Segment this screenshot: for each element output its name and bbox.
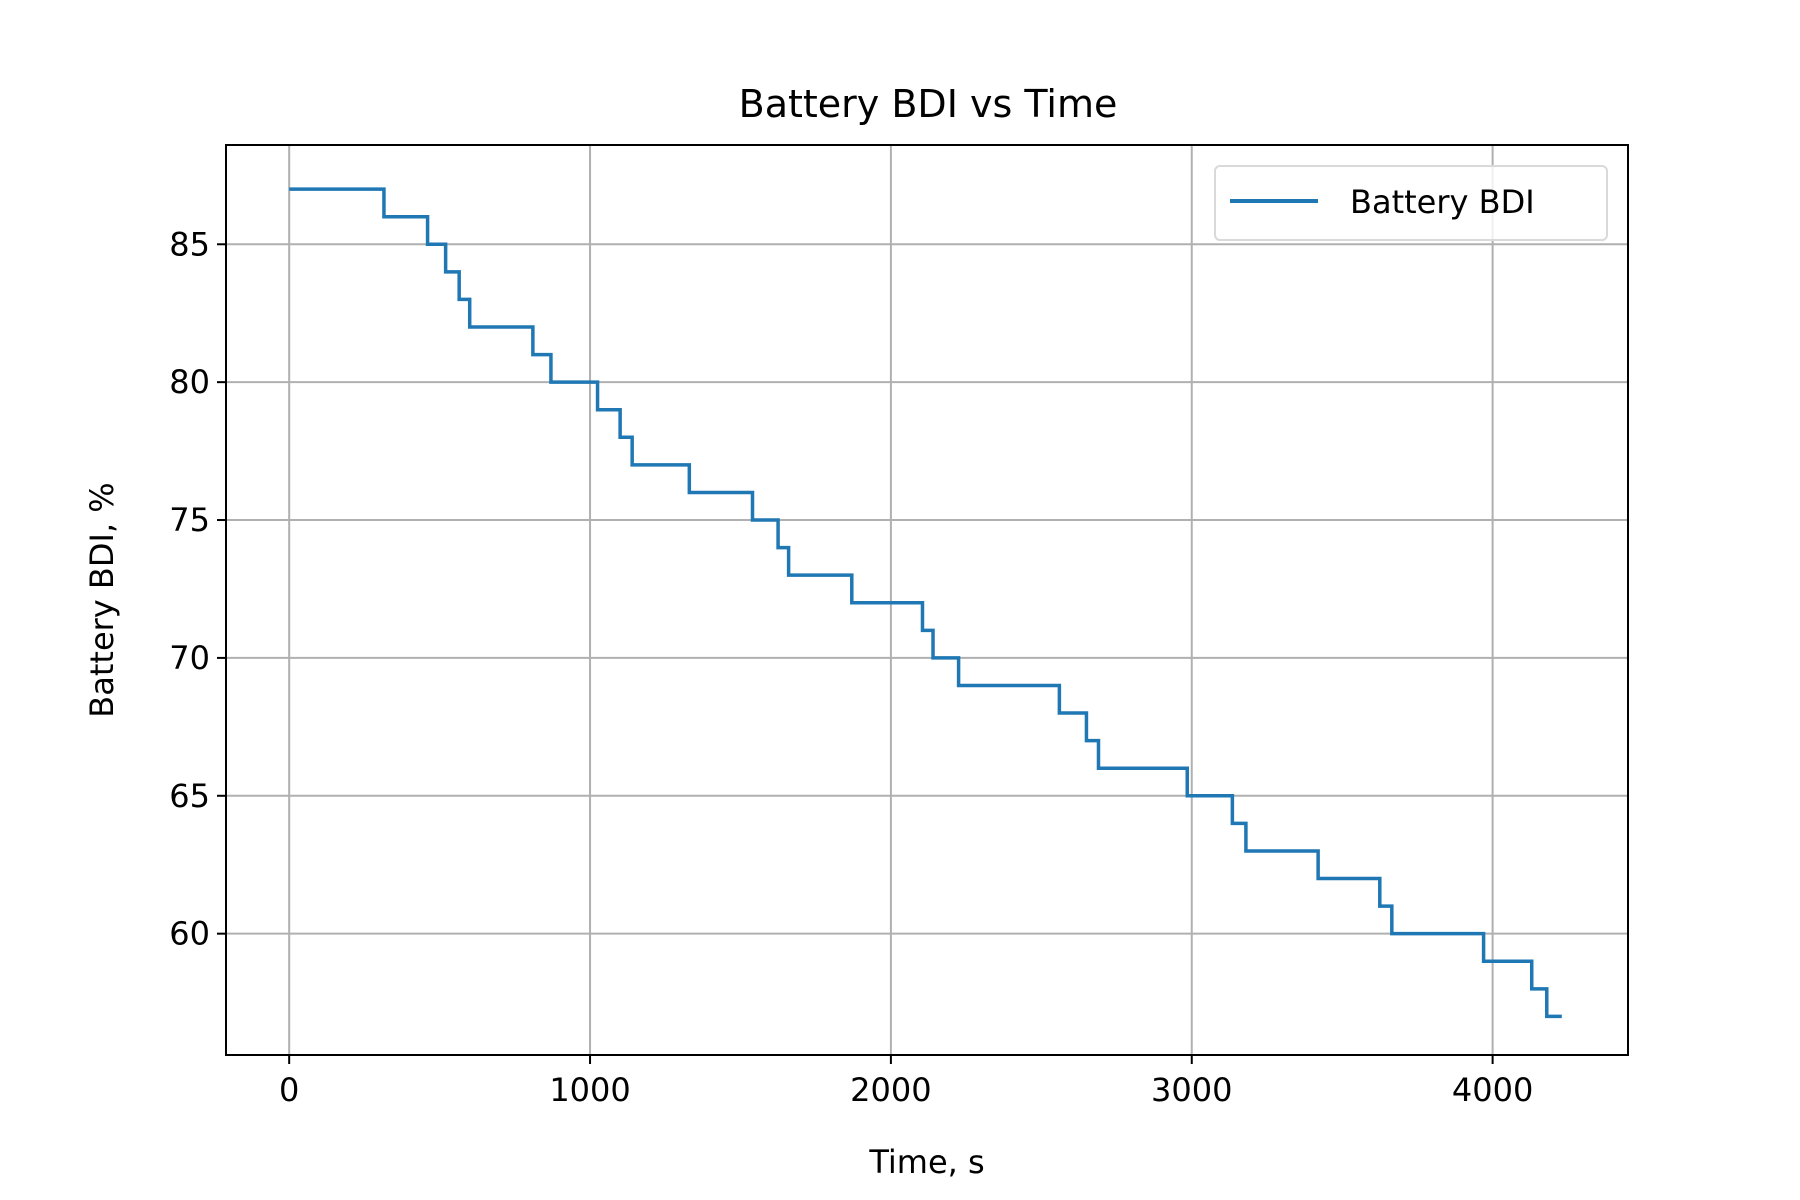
- grid: [226, 145, 1628, 1055]
- y-tick-label: 65: [169, 777, 210, 815]
- x-tick-label: 2000: [850, 1071, 931, 1109]
- chart-title: Battery BDI vs Time: [739, 82, 1118, 126]
- series-layer: [289, 187, 1562, 1019]
- x-tick-label: 4000: [1452, 1071, 1533, 1109]
- x-tick-label: 3000: [1151, 1071, 1232, 1109]
- ticks: 0 1000 2000 3000 4000 60 65 70 75 80 85: [169, 225, 1533, 1109]
- y-tick-label: 85: [169, 225, 210, 263]
- plot-area-frame: [225, 144, 1629, 1056]
- y-tick-label: 75: [169, 501, 210, 539]
- legend-label-battery-bdi: Battery BDI: [1350, 183, 1535, 221]
- x-tick-label: 0: [279, 1071, 299, 1109]
- y-tick-label: 60: [169, 915, 210, 953]
- legend-box: [1214, 165, 1608, 241]
- y-axis-label: Battery BDI, %: [83, 482, 121, 717]
- legend: Battery BDI: [1214, 165, 1608, 241]
- x-tick-label: 1000: [549, 1071, 630, 1109]
- x-axis-label: Time, s: [868, 1143, 984, 1181]
- series-line-battery-bdi: [289, 187, 1562, 1019]
- y-tick-label: 80: [169, 363, 210, 401]
- y-tick-label: 70: [169, 639, 210, 677]
